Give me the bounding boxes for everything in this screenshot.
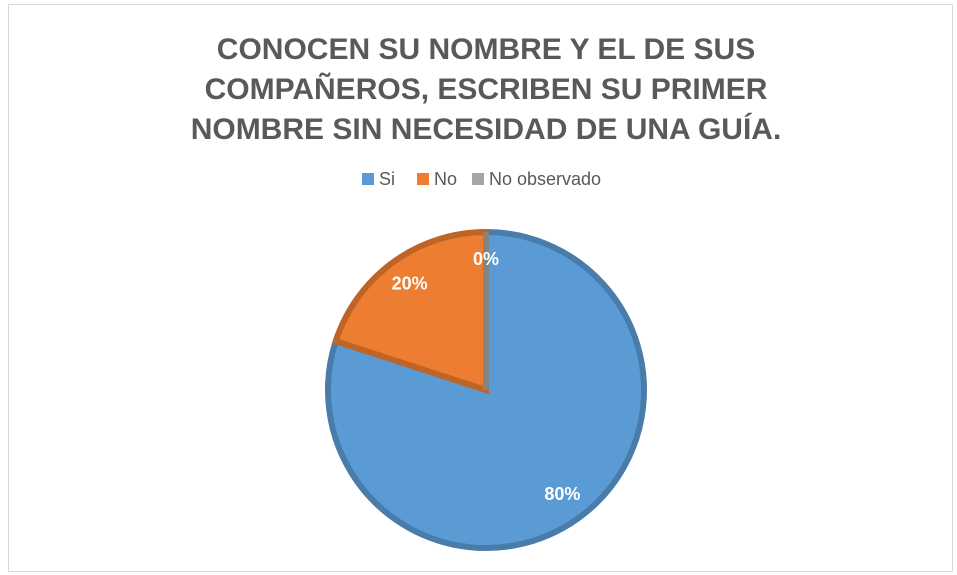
legend-swatch — [472, 173, 484, 185]
legend-label: No observado — [489, 169, 601, 189]
chart-title: CONOCEN SU NOMBRE Y EL DE SUS COMPAÑEROS… — [190, 33, 782, 146]
legend-swatch — [417, 173, 429, 185]
legend-label: Si — [379, 169, 395, 189]
data-label: 80% — [544, 484, 580, 504]
chart-frame — [8, 4, 953, 572]
data-label: 20% — [392, 274, 428, 294]
legend-label: No — [434, 169, 457, 189]
pie-slice — [325, 228, 647, 551]
data-label: 0% — [473, 249, 499, 269]
pie-slice — [331, 228, 489, 395]
legend-swatch — [362, 173, 374, 185]
